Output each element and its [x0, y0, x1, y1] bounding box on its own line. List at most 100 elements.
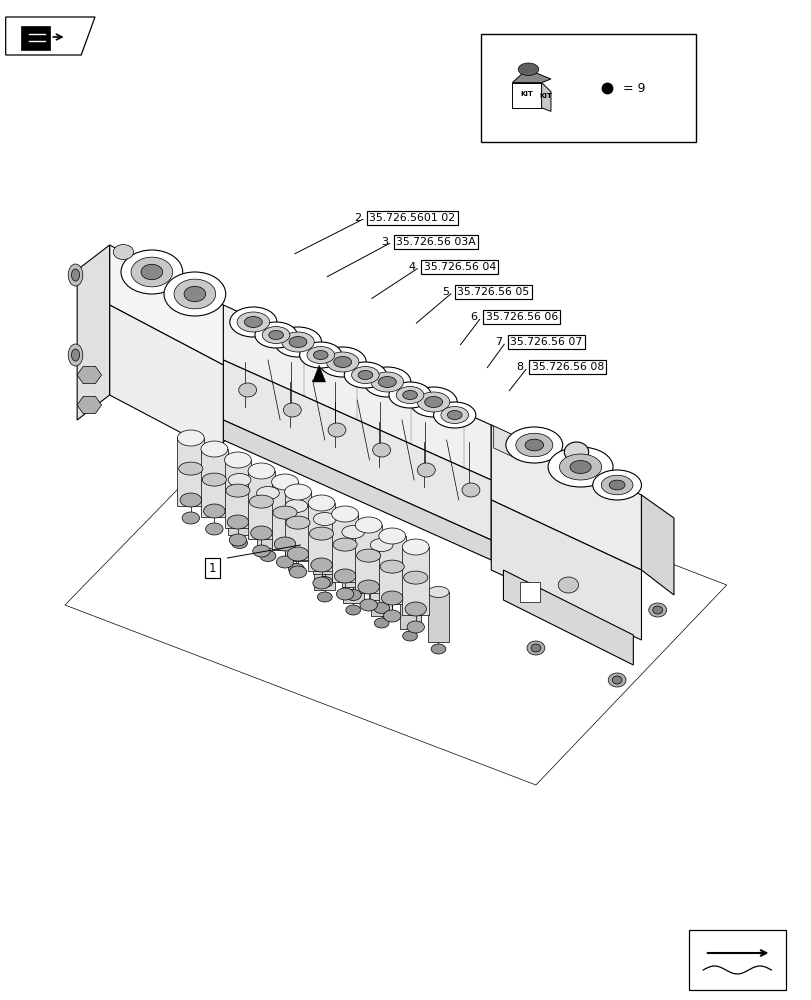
Bar: [354, 525, 381, 593]
Text: KIT: KIT: [539, 93, 552, 99]
Ellipse shape: [319, 347, 366, 377]
Bar: [480, 34, 695, 142]
Ellipse shape: [341, 526, 364, 538]
Polygon shape: [512, 69, 551, 83]
Ellipse shape: [141, 264, 162, 280]
Ellipse shape: [608, 480, 624, 490]
Bar: [308, 503, 334, 571]
Ellipse shape: [569, 460, 590, 474]
Ellipse shape: [517, 63, 538, 76]
Ellipse shape: [312, 577, 330, 589]
Ellipse shape: [238, 383, 256, 397]
Ellipse shape: [351, 366, 379, 383]
Ellipse shape: [564, 442, 588, 462]
Polygon shape: [512, 83, 541, 108]
Ellipse shape: [299, 342, 341, 368]
Ellipse shape: [262, 326, 290, 344]
Ellipse shape: [405, 602, 426, 616]
Ellipse shape: [317, 592, 332, 602]
Ellipse shape: [559, 454, 601, 480]
Ellipse shape: [600, 475, 633, 495]
Bar: [331, 514, 358, 582]
Ellipse shape: [287, 547, 308, 561]
Bar: [378, 536, 405, 604]
Ellipse shape: [177, 430, 204, 446]
Bar: [284, 492, 311, 560]
Ellipse shape: [244, 316, 262, 328]
Ellipse shape: [345, 589, 361, 600]
Ellipse shape: [268, 330, 283, 340]
Ellipse shape: [274, 327, 321, 357]
Ellipse shape: [307, 347, 334, 363]
Ellipse shape: [182, 512, 200, 524]
Ellipse shape: [378, 376, 396, 387]
Ellipse shape: [336, 588, 354, 600]
Ellipse shape: [248, 463, 274, 479]
Ellipse shape: [417, 392, 449, 412]
Text: 35.726.56 06: 35.726.56 06: [485, 312, 557, 322]
Ellipse shape: [174, 279, 216, 309]
Ellipse shape: [113, 244, 133, 259]
Polygon shape: [223, 305, 491, 480]
Ellipse shape: [381, 591, 402, 605]
Ellipse shape: [440, 406, 468, 424]
Ellipse shape: [289, 336, 307, 348]
Ellipse shape: [447, 410, 461, 420]
Ellipse shape: [237, 312, 269, 332]
Ellipse shape: [289, 566, 307, 578]
Polygon shape: [109, 245, 223, 365]
Ellipse shape: [371, 560, 392, 572]
Bar: [399, 579, 420, 629]
Ellipse shape: [334, 569, 355, 583]
Ellipse shape: [374, 618, 388, 628]
Ellipse shape: [121, 250, 182, 294]
Bar: [519, 582, 539, 602]
Bar: [200, 449, 227, 517]
Ellipse shape: [71, 269, 79, 281]
Ellipse shape: [71, 349, 79, 361]
Bar: [313, 519, 336, 574]
Text: 8: 8: [516, 362, 523, 372]
Bar: [285, 506, 307, 561]
Ellipse shape: [402, 390, 417, 399]
Bar: [370, 545, 393, 600]
Ellipse shape: [427, 586, 448, 597]
Ellipse shape: [359, 599, 377, 611]
Ellipse shape: [180, 493, 201, 507]
Ellipse shape: [227, 515, 248, 529]
Ellipse shape: [526, 641, 544, 655]
Ellipse shape: [363, 367, 410, 397]
Ellipse shape: [272, 506, 297, 519]
Text: 7: 7: [494, 337, 501, 347]
Bar: [401, 547, 428, 615]
Ellipse shape: [309, 527, 333, 540]
Ellipse shape: [230, 307, 277, 337]
Polygon shape: [77, 366, 101, 384]
Ellipse shape: [399, 574, 420, 584]
Polygon shape: [491, 500, 641, 640]
Polygon shape: [503, 570, 633, 665]
Ellipse shape: [328, 423, 345, 437]
Ellipse shape: [433, 402, 475, 428]
Ellipse shape: [249, 495, 273, 508]
Ellipse shape: [284, 484, 311, 500]
Text: 3: 3: [380, 237, 388, 247]
Ellipse shape: [271, 474, 298, 490]
Text: 35.726.56 07: 35.726.56 07: [509, 337, 581, 347]
Ellipse shape: [288, 564, 304, 574]
Ellipse shape: [401, 539, 428, 555]
Ellipse shape: [313, 512, 336, 526]
Ellipse shape: [356, 549, 380, 562]
Polygon shape: [77, 396, 101, 414]
Polygon shape: [6, 17, 95, 55]
Text: 1: 1: [208, 562, 217, 574]
Ellipse shape: [307, 495, 334, 511]
Ellipse shape: [592, 470, 641, 500]
Ellipse shape: [342, 548, 363, 558]
Ellipse shape: [252, 545, 270, 557]
Ellipse shape: [383, 610, 401, 622]
Text: KIT: KIT: [520, 91, 533, 97]
Ellipse shape: [331, 506, 358, 522]
Bar: [271, 482, 298, 550]
Ellipse shape: [378, 528, 405, 544]
